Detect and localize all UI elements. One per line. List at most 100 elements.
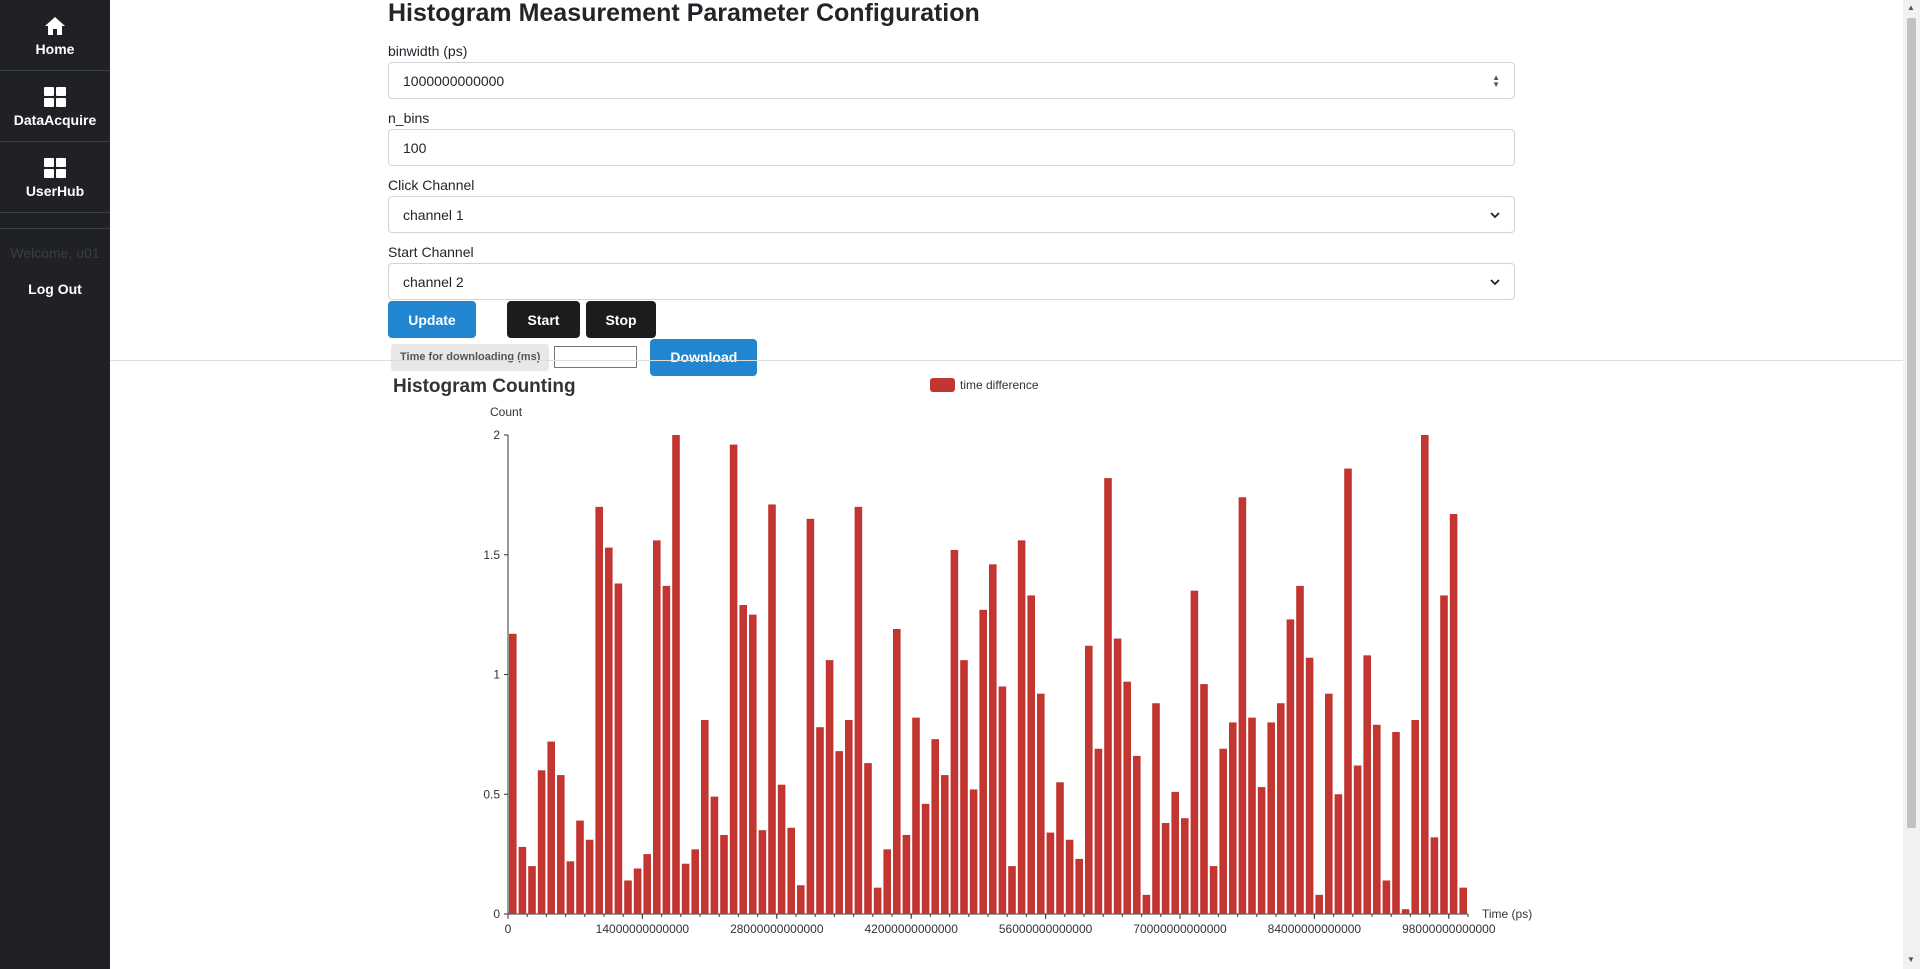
histogram-bar[interactable]	[1257, 787, 1266, 914]
histogram-bar[interactable]	[1219, 748, 1227, 914]
update-button[interactable]: Update	[388, 301, 476, 338]
histogram-bar[interactable]	[902, 834, 911, 914]
histogram-bar[interactable]	[739, 605, 747, 914]
histogram-bar[interactable]	[624, 880, 632, 914]
histogram-bar[interactable]	[1411, 720, 1419, 914]
histogram-bar[interactable]	[835, 751, 843, 914]
histogram-bar[interactable]	[720, 834, 728, 914]
histogram-bar[interactable]	[1248, 717, 1256, 914]
histogram-bar[interactable]	[1440, 595, 1448, 914]
histogram-bar[interactable]	[950, 549, 959, 914]
histogram-bar[interactable]	[1315, 894, 1323, 914]
histogram-bar[interactable]	[854, 506, 863, 914]
binwidth-input[interactable]: 1000000000000 ▲ ▼	[388, 62, 1515, 99]
histogram-bar[interactable]	[576, 820, 584, 914]
histogram-bar[interactable]	[825, 660, 834, 914]
histogram-bar[interactable]	[960, 660, 968, 914]
histogram-bar[interactable]	[1008, 866, 1016, 914]
histogram-bar[interactable]	[1305, 657, 1314, 914]
histogram-bar[interactable]	[1065, 839, 1074, 914]
histogram-bar[interactable]	[1238, 497, 1247, 914]
n-bins-input[interactable]: 100	[388, 129, 1515, 166]
histogram-bar[interactable]	[1123, 681, 1131, 914]
histogram-bar[interactable]	[873, 887, 882, 914]
histogram-bar[interactable]	[1353, 765, 1362, 914]
histogram-bar[interactable]	[806, 518, 815, 914]
histogram-bar[interactable]	[941, 775, 949, 914]
histogram-bar[interactable]	[1363, 655, 1371, 914]
download-time-input[interactable]	[554, 346, 638, 368]
histogram-bar[interactable]	[547, 741, 555, 914]
histogram-bar[interactable]	[585, 839, 594, 914]
histogram-bar[interactable]	[969, 789, 978, 914]
histogram-bar[interactable]	[1267, 722, 1275, 914]
histogram-bar[interactable]	[566, 861, 575, 914]
histogram-bar[interactable]	[768, 504, 776, 914]
histogram-bar[interactable]	[1459, 887, 1467, 914]
scroll-up-icon[interactable]: ▲	[1907, 3, 1915, 12]
histogram-bar[interactable]	[1277, 703, 1285, 914]
histogram-bar[interactable]	[662, 585, 671, 914]
histogram-bar[interactable]	[691, 849, 699, 914]
histogram-bar[interactable]	[1286, 619, 1295, 914]
histogram-bar[interactable]	[672, 435, 680, 914]
histogram-bar[interactable]	[816, 727, 824, 914]
histogram-bar[interactable]	[1449, 514, 1458, 914]
histogram-bar[interactable]	[1344, 468, 1352, 914]
histogram-bar[interactable]	[1421, 435, 1429, 914]
histogram-bar[interactable]	[912, 717, 920, 914]
histogram-bar[interactable]	[1113, 638, 1122, 914]
histogram-bar[interactable]	[1209, 866, 1218, 914]
spinner-icon[interactable]: ▲ ▼	[1492, 72, 1500, 89]
histogram-bar[interactable]	[653, 540, 661, 914]
histogram-bar[interactable]	[998, 686, 1007, 914]
histogram-bar[interactable]	[1171, 791, 1179, 914]
histogram-bar[interactable]	[1046, 832, 1055, 914]
logout-link[interactable]: Log Out	[28, 281, 82, 297]
sidebar-item-dataacquire[interactable]: DataAcquire	[0, 71, 110, 142]
histogram-bar[interactable]	[1056, 782, 1064, 914]
histogram-bar[interactable]	[989, 564, 997, 914]
histogram-bar[interactable]	[605, 547, 613, 914]
histogram-bar[interactable]	[1373, 724, 1381, 914]
histogram-bar[interactable]	[1027, 595, 1035, 914]
histogram-bar[interactable]	[758, 830, 767, 914]
histogram-bar[interactable]	[893, 628, 901, 914]
click-channel-select[interactable]: channel 1	[388, 196, 1515, 233]
histogram-bar[interactable]	[777, 784, 786, 914]
histogram-bar[interactable]	[931, 739, 939, 914]
histogram-bar[interactable]	[1142, 894, 1151, 914]
histogram-bar[interactable]	[528, 866, 536, 914]
histogram-bar[interactable]	[1094, 748, 1103, 914]
start-button[interactable]: Start	[507, 301, 580, 338]
histogram-bar[interactable]	[1181, 818, 1189, 914]
histogram-bar[interactable]	[701, 720, 709, 914]
histogram-bar[interactable]	[1296, 585, 1304, 914]
start-channel-select[interactable]: channel 2	[388, 263, 1515, 300]
chart-legend[interactable]: time difference	[930, 378, 1039, 392]
histogram-bar[interactable]	[1017, 540, 1026, 914]
histogram-bar[interactable]	[1392, 731, 1400, 914]
histogram-bar[interactable]	[557, 775, 565, 914]
histogram-bar[interactable]	[509, 633, 517, 914]
histogram-bar[interactable]	[883, 849, 891, 914]
histogram-bar[interactable]	[749, 614, 757, 914]
histogram-bar[interactable]	[845, 720, 853, 914]
histogram-bar[interactable]	[1161, 822, 1170, 914]
histogram-bar[interactable]	[1104, 478, 1112, 914]
histogram-bar[interactable]	[710, 796, 719, 914]
histogram-bar[interactable]	[1075, 858, 1083, 914]
histogram-bar[interactable]	[1200, 684, 1208, 914]
scroll-down-icon[interactable]: ▼	[1907, 955, 1915, 964]
histogram-bar[interactable]	[518, 846, 527, 914]
histogram-bar[interactable]	[643, 854, 651, 914]
sidebar-item-userhub[interactable]: UserHub	[0, 142, 110, 213]
download-button[interactable]: Download	[650, 338, 758, 376]
histogram-bar[interactable]	[537, 770, 546, 914]
histogram-bar[interactable]	[1325, 693, 1333, 914]
histogram-bar[interactable]	[1152, 703, 1160, 914]
histogram-bar[interactable]	[1229, 722, 1237, 914]
stop-button[interactable]: Stop	[586, 301, 656, 338]
histogram-bar[interactable]	[1334, 794, 1343, 914]
histogram-bar[interactable]	[797, 885, 805, 914]
